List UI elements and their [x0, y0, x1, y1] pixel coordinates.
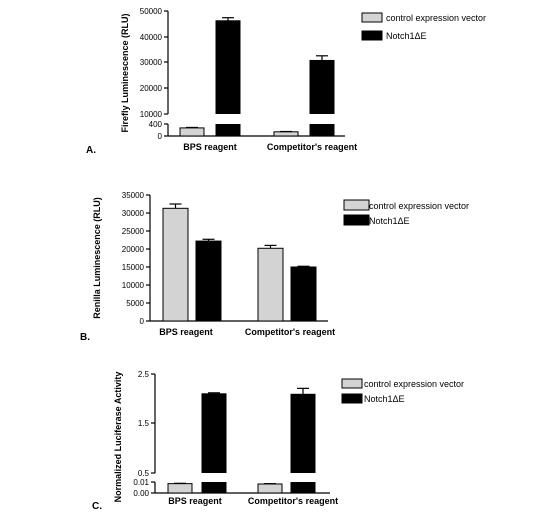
axis-break-gap [201, 473, 227, 482]
legend-swatch-notch [341, 393, 363, 404]
panel-c-y-axis-label: Normalized Luciferase Activity [113, 372, 123, 503]
y-tick-label: 2.5 [138, 370, 150, 379]
legend-swatch-control [343, 199, 370, 211]
panel-a-y-axis-label: Firefly Luminescence (RLU) [120, 13, 130, 132]
legend-label-control: control expression vector [386, 13, 486, 23]
legend-label-control: control expression vector [369, 201, 469, 211]
y-tick-label: 20000 [122, 245, 145, 254]
bar-control [257, 483, 283, 494]
panel-a-category-label: Competitor's reagent [267, 142, 357, 152]
panel-c: C. Normalized Luciferase Activity BPS re… [92, 370, 464, 512]
y-tick-label: 50000 [140, 7, 163, 16]
y-tick-label: 30000 [122, 209, 145, 218]
panel-b-y-axis-label: Renilla Luminescence (RLU) [92, 197, 102, 319]
panel-b-legend: control expression vector Notch1ΔE [343, 199, 469, 226]
legend-label-control: control expression vector [364, 379, 464, 389]
panel-b: B. Renilla Luminescence (RLU) BPS reagen… [80, 191, 469, 343]
bar-control [179, 127, 205, 137]
legend-label-notch: Notch1ΔE [369, 216, 410, 226]
panel-b-label: B. [80, 332, 90, 343]
panel-a-category-label: BPS reagent [183, 142, 237, 152]
legend-swatch-notch [361, 30, 383, 41]
panel-c-legend: control expression vector Notch1ΔE [341, 378, 464, 404]
y-tick-label: 35000 [122, 191, 145, 200]
panel-a-legend: control expression vector Notch1ΔE [361, 12, 486, 41]
bar-notch [195, 240, 222, 322]
y-tick-label: 10000 [122, 281, 145, 290]
bar-notch [309, 59, 335, 137]
y-tick-label: 15000 [122, 263, 145, 272]
bar-control [273, 131, 299, 137]
axis-break-gap [215, 114, 241, 124]
y-tick-label: 0.01 [133, 478, 149, 487]
legend-swatch-notch [343, 214, 370, 226]
y-tick-label: 25000 [122, 227, 145, 236]
axis-break-gap [290, 473, 316, 482]
panel-b-category-label: BPS reagent [159, 327, 213, 337]
bar-control [257, 247, 284, 322]
y-tick-label: 5000 [126, 299, 144, 308]
panel-c-category-label: BPS reagent [168, 496, 222, 506]
y-tick-label: 20000 [140, 84, 163, 93]
y-tick-label: 30000 [140, 58, 163, 67]
y-tick-label: 1.5 [138, 419, 150, 428]
y-tick-label: 10000 [140, 110, 163, 119]
panel-b-category-label: Competitor's reagent [245, 327, 335, 337]
y-tick-label: 400 [149, 120, 163, 129]
y-tick-label: 0 [140, 317, 145, 326]
y-tick-label: 0.5 [138, 469, 150, 478]
legend-label-notch: Notch1ΔE [386, 31, 427, 41]
y-tick-label: 0 [158, 132, 163, 141]
bar-notch [290, 266, 317, 322]
legend-label-notch: Notch1ΔE [364, 394, 405, 404]
panel-a: A. Firefly Luminescence (RLU) BPS reagen… [86, 7, 486, 156]
axis-break-gap [309, 114, 335, 124]
y-tick-label: 40000 [140, 33, 163, 42]
legend-swatch-control [361, 12, 383, 23]
panel-c-label: C. [92, 501, 102, 512]
panel-a-label: A. [86, 145, 96, 156]
y-tick-label: 0.00 [133, 489, 149, 498]
bar-control [162, 207, 189, 322]
legend-swatch-control [341, 378, 363, 389]
panel-c-category-label: Competitor's reagent [248, 496, 338, 506]
bar-control [167, 483, 193, 494]
